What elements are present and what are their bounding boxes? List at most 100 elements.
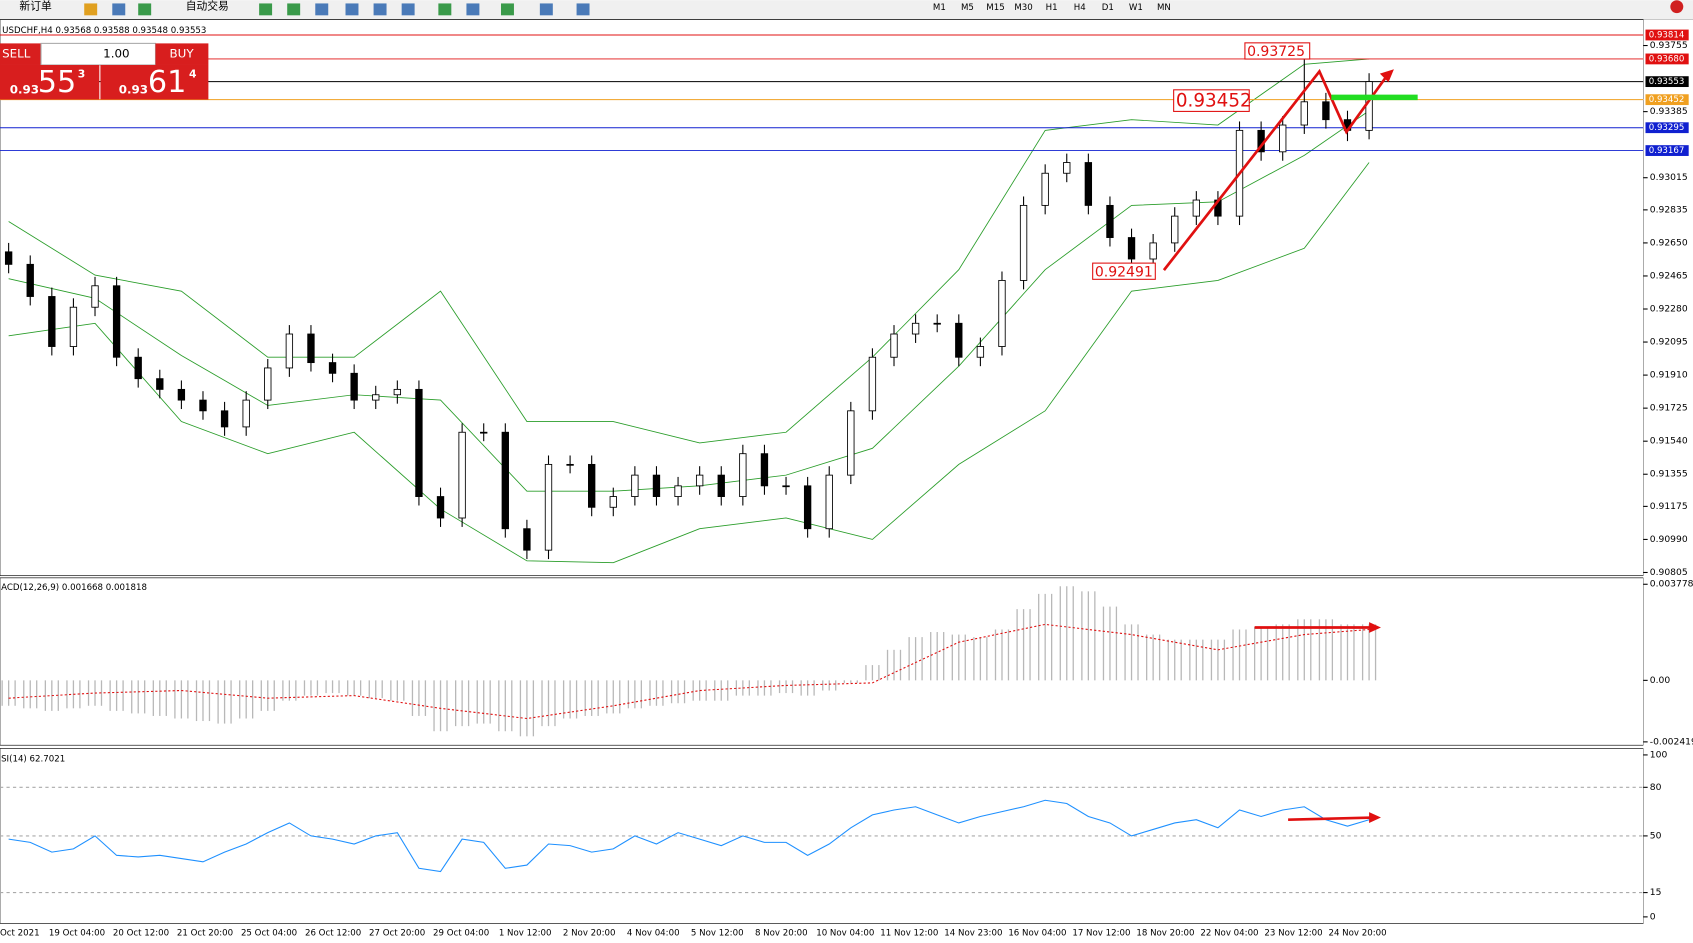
x-tick-label: 5 Nov 12:00 [691, 929, 744, 939]
timeframe-button[interactable]: H1 [1046, 3, 1058, 13]
candle-body [220, 410, 229, 428]
timeframe-button[interactable]: M30 [1014, 3, 1032, 13]
candle-body [1041, 172, 1049, 206]
candle-body [955, 322, 963, 358]
y-tick-label: 0 [1650, 911, 1656, 922]
y-tick-label: 0.90990 [1650, 534, 1688, 545]
buy-pips: 61 [148, 65, 186, 100]
timeframe-button[interactable]: M5 [961, 3, 974, 13]
candle-body [307, 333, 315, 364]
x-tick-label: Oct 2021 [0, 929, 40, 939]
y-tick-label: 0.00 [1650, 675, 1671, 686]
timeframe-button[interactable]: MN [1157, 3, 1171, 13]
timeframe-button[interactable]: H4 [1074, 3, 1086, 13]
toolbar-button[interactable]: 自动交易 [186, 0, 229, 13]
candle-body [782, 485, 790, 488]
candle-body [328, 362, 337, 374]
x-tick-label: 25 Oct 04:00 [241, 929, 297, 939]
y-tick-label: 0.003778 [1650, 579, 1693, 590]
candle-body [1127, 237, 1136, 260]
buy-price[interactable] [100, 64, 209, 100]
timeframe-button[interactable]: W1 [1129, 3, 1143, 13]
y-tick-label: 0.91355 [1650, 469, 1688, 480]
arrow-head [1369, 622, 1381, 633]
toolbar [0, 0, 1693, 20]
sell-frac: 3 [78, 68, 86, 81]
x-tick-label: 4 Nov 04:00 [627, 929, 680, 939]
y-tick-label: 0.91910 [1650, 370, 1688, 381]
buy-big: 0.93 [119, 82, 148, 96]
y-tick-label: 0.92650 [1650, 237, 1688, 248]
candle-body [436, 496, 445, 519]
x-tick-label: 21 Oct 20:00 [177, 929, 233, 939]
x-tick-label: 2 Nov 20:00 [563, 929, 616, 939]
band-upper [8, 58, 1370, 444]
drawn-arrow [1162, 68, 1390, 271]
candle-body [523, 528, 531, 551]
y-tick-label: 0.92095 [1650, 337, 1688, 348]
sell-label: SELL [2, 47, 31, 61]
y-tick-label: 0.91175 [1650, 501, 1688, 512]
y-tick-label: 0.92835 [1650, 204, 1688, 215]
candle-body [48, 296, 56, 347]
candle-body [544, 463, 553, 551]
candle-body [868, 356, 877, 412]
y-tick-label: 0.91540 [1650, 436, 1688, 447]
candle-body [652, 474, 661, 497]
price-level-tag [1645, 29, 1689, 41]
timeframe-button[interactable]: D1 [1102, 3, 1114, 13]
annotation-box [1173, 89, 1250, 112]
candle-body [890, 333, 898, 358]
y-tick-label: 15 [1650, 887, 1662, 898]
x-tick-label: 29 Oct 04:00 [433, 929, 489, 939]
lot-field[interactable] [40, 42, 157, 66]
sell-price[interactable] [0, 64, 100, 100]
candle-body [1063, 162, 1071, 174]
candle-body [1279, 124, 1287, 153]
x-tick-label: 8 Nov 20:00 [755, 929, 808, 939]
x-tick-label: 16 Nov 04:00 [1008, 929, 1066, 939]
candle-body [847, 410, 855, 476]
price-axis [1643, 19, 1693, 924]
sell-button[interactable] [0, 43, 42, 65]
y-tick-label: 0.90805 [1650, 567, 1688, 578]
main-panel [0, 19, 1644, 577]
x-tick-label: 11 Nov 12:00 [880, 929, 938, 939]
y-tick-label: 0.93015 [1650, 172, 1688, 183]
timeframe-button[interactable]: M15 [986, 3, 1004, 13]
candle-body [1149, 242, 1157, 260]
x-tick-label: 10 Nov 04:00 [816, 929, 874, 939]
candle-body [480, 431, 488, 434]
y-tick-label: 0.92465 [1650, 270, 1688, 281]
alert-icon[interactable] [1670, 0, 1684, 14]
candle-body [1365, 81, 1373, 131]
annotation: 0.93725 [1247, 44, 1305, 60]
candle-body [199, 399, 207, 412]
candle-body [177, 388, 186, 401]
price-level-tag [1645, 53, 1689, 65]
toolbar-button[interactable]: 新订单 [19, 0, 52, 13]
candle-body [1019, 204, 1028, 281]
candle-body [458, 431, 466, 519]
candle-body [911, 322, 920, 335]
chart-title: USDCHF,H4 0.93568 0.93588 0.93548 0.9355… [2, 26, 206, 36]
candle-body [695, 474, 704, 487]
candle-body [156, 378, 164, 390]
candle-body [372, 394, 380, 401]
candle-body [112, 285, 121, 358]
annotation-box [1092, 262, 1156, 280]
candle-body [933, 322, 941, 325]
candle-body [1322, 101, 1330, 121]
timeframe-button[interactable]: M1 [933, 3, 946, 13]
price-level-label: 0.93295 [1649, 123, 1685, 133]
buy-button[interactable] [155, 43, 209, 65]
candle-body [739, 453, 747, 497]
buy-frac: 4 [189, 68, 197, 81]
candle-body [91, 285, 99, 308]
trade-panel: SELL 1.00 BUY 0.93 55 3 0.93 61 4 [0, 42, 209, 100]
candle-body [26, 263, 34, 297]
toolbar-icons [84, 3, 590, 16]
x-tick-label: 27 Oct 20:00 [369, 929, 425, 939]
candle-body [717, 474, 725, 497]
